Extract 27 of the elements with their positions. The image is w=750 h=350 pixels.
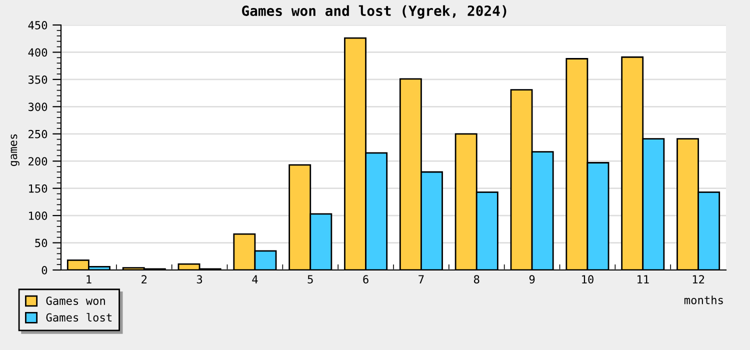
- x-tick-label: 4: [252, 275, 258, 284]
- x-tick-label: 1: [86, 275, 92, 284]
- x-tick-label: 6: [363, 275, 368, 284]
- legend-label: Games lost: [46, 312, 112, 322]
- legend-label: Games won: [46, 296, 105, 305]
- y-tick-label: 350: [28, 75, 48, 84]
- y-tick-label: 300: [28, 102, 48, 112]
- y-tick-label: 200: [28, 157, 48, 166]
- x-axis-title: months: [684, 296, 723, 304]
- y-tick-label: 450: [28, 21, 48, 30]
- y-tick-label: 100: [29, 212, 48, 220]
- y-tick-label: 50: [35, 238, 48, 248]
- y-axis-title: games: [10, 134, 20, 166]
- chart-title: Games won and lost (Ygrek, 2024): [242, 5, 506, 19]
- x-tick-label: 3: [196, 275, 202, 284]
- y-tick-label: 150: [29, 184, 48, 193]
- x-tick-label: 9: [529, 275, 535, 284]
- y-tick-label: 250: [28, 130, 48, 138]
- x-tick-label: 11: [638, 275, 649, 284]
- x-tick-label: 5: [308, 275, 313, 284]
- x-tick-label: 12: [692, 275, 704, 284]
- x-tick-label: 10: [582, 275, 594, 284]
- x-tick-label: 8: [474, 275, 480, 284]
- x-tick-label: 2: [142, 275, 147, 284]
- y-tick-label: 0: [42, 266, 48, 274]
- y-tick-label: 400: [28, 48, 48, 57]
- x-tick-label: 7: [418, 275, 424, 284]
